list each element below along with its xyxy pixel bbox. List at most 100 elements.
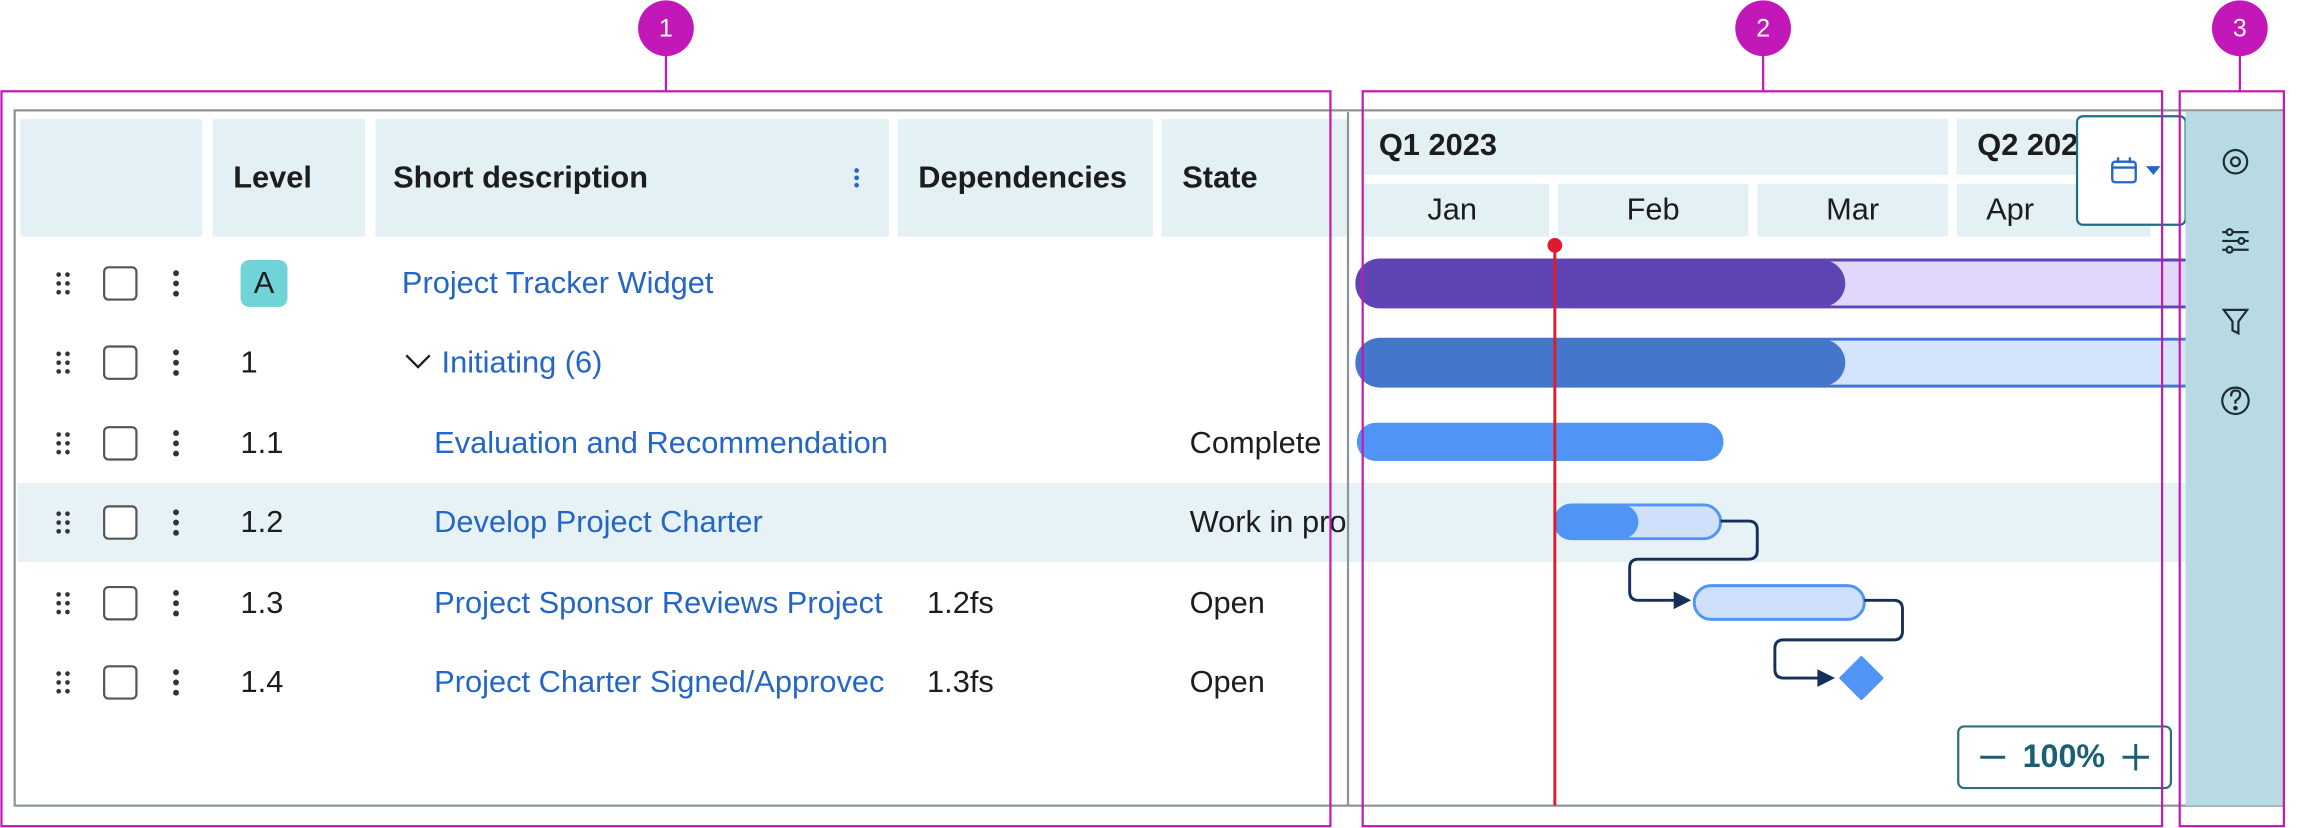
dot [65, 272, 70, 277]
description[interactable]: Project Tracker Widget [402, 265, 714, 300]
column-header[interactable]: Short description [393, 159, 648, 194]
dot [65, 680, 70, 685]
dot [65, 592, 70, 597]
dot [56, 592, 62, 597]
dot [56, 449, 62, 455]
row-menu[interactable] [173, 430, 179, 457]
dot [65, 369, 70, 374]
dot [173, 430, 179, 437]
callout-badge [638, 0, 694, 57]
header-cell [20, 119, 203, 237]
dot [173, 669, 179, 676]
header-cell [897, 119, 1153, 237]
dot [65, 600, 70, 606]
level: 1.3 [241, 585, 284, 620]
dot [56, 369, 62, 374]
month-label: Apr [1986, 192, 2034, 227]
level-badge [240, 259, 288, 307]
dot [65, 609, 70, 615]
drag-handle[interactable] [56, 511, 70, 534]
dot [56, 289, 62, 295]
row-checkbox[interactable] [103, 585, 138, 621]
state: Work in pro [1190, 504, 1347, 539]
drag-handle[interactable] [56, 432, 70, 455]
level: 1.4 [241, 664, 284, 699]
row-menu[interactable] [173, 669, 179, 696]
row-highlight [17, 482, 2186, 563]
dot [173, 450, 179, 457]
callout-boxes [0, 56, 2285, 828]
task-progress [1356, 339, 1846, 387]
dot [173, 509, 179, 516]
settings-icon[interactable] [2222, 148, 2249, 175]
month-label: Mar [1826, 192, 1879, 227]
quarter-cell [1364, 119, 1948, 175]
dot [56, 440, 62, 446]
table-row: 1.3 Project Sponsor Reviews Project 1.2fs O… [56, 585, 1265, 621]
dot [56, 609, 62, 615]
gantt-pane: Q1 2023 Q2 2023 Jan Feb Mar Apr 100% [1355, 115, 2186, 806]
description[interactable]: Develop Project Charter [434, 504, 763, 539]
row-checkbox[interactable] [103, 426, 138, 461]
dot [56, 688, 62, 694]
task-bar[interactable] [1692, 584, 1866, 621]
dependencies: 1.3fs [927, 664, 994, 699]
dot [56, 600, 62, 606]
description[interactable]: Project Charter Signed/Approvec [434, 664, 884, 699]
expand-chevron[interactable] [405, 354, 431, 369]
calendar-button[interactable] [2075, 115, 2186, 226]
dot [173, 359, 179, 366]
milestone[interactable] [1839, 656, 1884, 701]
row-checkbox[interactable] [103, 505, 138, 540]
drag-handle[interactable] [56, 671, 70, 694]
state: Open [1190, 585, 1265, 620]
row-checkbox[interactable] [103, 665, 138, 700]
dot [56, 520, 62, 525]
drag-handle[interactable] [56, 272, 70, 295]
row-menu[interactable] [173, 509, 179, 536]
table-header: Level Short description Dependencies Sta… [20, 119, 1349, 237]
drag-handle[interactable] [56, 592, 70, 615]
help-icon[interactable] [2221, 386, 2250, 416]
dependency-line [1773, 598, 1904, 680]
state: Complete [1190, 425, 1322, 460]
row-menu[interactable] [173, 349, 179, 376]
filter-icon[interactable] [2221, 308, 2250, 336]
zoom-level: 100% [2023, 738, 2106, 774]
column-header[interactable]: Level [233, 159, 312, 194]
callout-badge [1735, 0, 1792, 57]
level: 1 [241, 344, 258, 379]
column-header[interactable]: Dependencies [918, 159, 1127, 194]
row-checkbox[interactable] [103, 266, 138, 301]
dot [173, 280, 179, 287]
dot [56, 671, 62, 676]
dependencies: 1.2fs [927, 585, 994, 620]
row-menu[interactable] [173, 270, 179, 297]
dot [173, 270, 179, 277]
callout-number: 1 [659, 14, 673, 42]
callout-number: 2 [1756, 14, 1770, 42]
description[interactable]: Initiating (6) [442, 344, 603, 379]
header-cell [1161, 119, 1349, 237]
column-menu[interactable] [854, 168, 859, 188]
row-checkbox[interactable] [103, 345, 138, 380]
description[interactable]: Evaluation and Recommendation [434, 425, 888, 460]
column-header[interactable]: State [1182, 159, 1257, 194]
drag-handle[interactable] [56, 351, 70, 374]
dot [56, 680, 62, 685]
dot [173, 600, 179, 607]
dot [173, 529, 179, 536]
row-menu[interactable] [173, 590, 179, 617]
zoom-in[interactable] [2122, 744, 2149, 771]
task-bar[interactable] [1356, 422, 1724, 461]
dot [56, 529, 62, 534]
dot [65, 511, 70, 517]
level: 1.1 [241, 425, 284, 460]
filter-settings-icon[interactable] [2222, 228, 2249, 254]
description[interactable]: Project Sponsor Reviews Project [434, 585, 883, 620]
dot [56, 432, 62, 437]
month-label: Feb [1627, 192, 1680, 227]
table-rows: A Project Tracker Widget 1 Initiating (6) 1.… [56, 259, 1347, 700]
month-cell [1557, 183, 1749, 237]
